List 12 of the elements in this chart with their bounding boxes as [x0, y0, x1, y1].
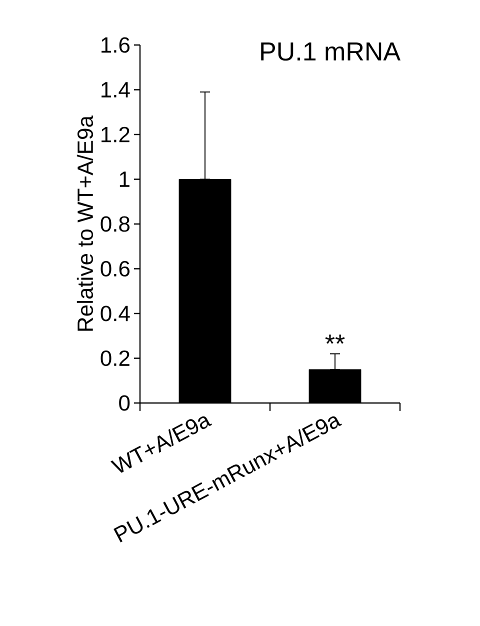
y-axis-title: Relative to WT+A/E9a — [76, 116, 94, 331]
y-tick-label: 0.2 — [100, 350, 130, 366]
y-tick-label: 1.6 — [102, 37, 130, 53]
y-tick-label: 0.6 — [100, 260, 130, 277]
y-tick-label: 0 — [119, 395, 130, 411]
chart-title: PU.1 mRNA — [261, 42, 401, 61]
y-tick-label: 1.2 — [102, 126, 130, 142]
y-tick-label: 0.4 — [100, 306, 130, 322]
y-tick-label: 1 — [120, 172, 130, 187]
annotation: ** — [325, 334, 345, 344]
y-tick-label: 1.4 — [102, 82, 130, 98]
y-tick-label: 0.8 — [100, 216, 130, 232]
